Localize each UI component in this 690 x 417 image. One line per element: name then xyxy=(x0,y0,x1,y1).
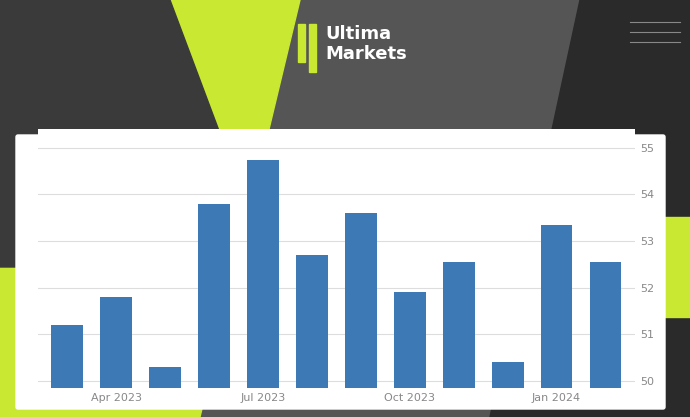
Text: Ultima: Ultima xyxy=(325,25,391,43)
FancyBboxPatch shape xyxy=(16,135,665,409)
Bar xyxy=(247,160,279,388)
Bar xyxy=(309,24,316,72)
Polygon shape xyxy=(0,0,270,267)
Bar xyxy=(589,262,622,388)
Bar xyxy=(345,213,377,388)
Bar xyxy=(394,292,426,388)
Bar xyxy=(198,204,230,388)
Bar xyxy=(541,225,573,388)
Polygon shape xyxy=(0,0,300,417)
Bar xyxy=(298,24,305,62)
Text: Markets: Markets xyxy=(325,45,406,63)
Bar xyxy=(149,367,181,388)
Bar xyxy=(100,297,132,388)
Bar xyxy=(443,262,475,388)
Polygon shape xyxy=(490,0,690,417)
Bar xyxy=(492,362,524,388)
Polygon shape xyxy=(660,217,690,317)
Bar xyxy=(296,255,328,388)
Bar xyxy=(51,325,83,388)
